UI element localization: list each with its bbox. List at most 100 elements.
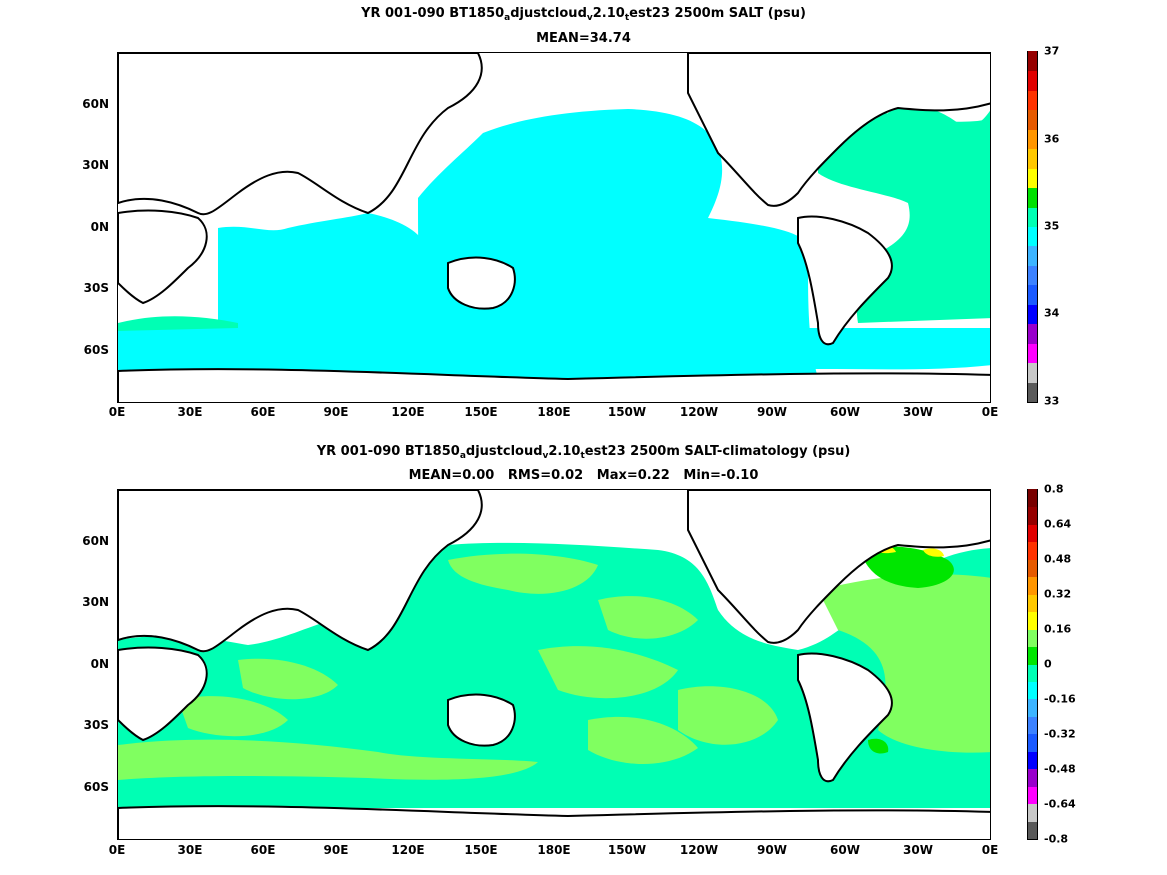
chart2-yellow-anomaly-2 (923, 548, 944, 557)
chart1-colorbar-tick: 37 (1044, 44, 1060, 58)
chart2-ytick: 30S (83, 718, 109, 732)
colorbar-segment (1028, 559, 1037, 578)
chart2-colorbar-tick: -0.8 (1044, 832, 1069, 846)
chart2-xtick: 90W (757, 843, 787, 857)
colorbar-segment (1028, 698, 1037, 717)
chart2-ytick: 60S (83, 780, 109, 794)
chart2-map (117, 489, 991, 840)
chart1-ytick: 30S (83, 281, 109, 295)
chart2-xtick: 180E (537, 843, 571, 857)
chart1-colorbar-tick: 33 (1044, 394, 1060, 408)
chart2-colorbar-tick: -0.16 (1044, 692, 1076, 706)
chart2-positive-patches (118, 553, 990, 780)
colorbar-segment (1028, 506, 1037, 525)
chart1-ytick: 30N (82, 158, 109, 172)
colorbar-segment (1028, 541, 1037, 560)
colorbar-segment (1028, 129, 1037, 150)
chart1-xtick: 150W (607, 405, 647, 419)
chart2-xtick: 90E (323, 843, 349, 857)
chart1-xtick: 120W (679, 405, 719, 419)
colorbar-segment (1028, 284, 1037, 305)
chart1-xtick: 90E (323, 405, 349, 419)
chart2-eurasia (118, 490, 483, 653)
chart1-colorbar-tick: 35 (1044, 219, 1060, 233)
chart2-antarctica (118, 805, 990, 839)
chart1-eurasia (118, 53, 483, 216)
chart1-atlantic-field (818, 110, 990, 323)
chart1-colorbar-tick: 36 (1044, 132, 1060, 146)
chart1-xtick: 60W (830, 405, 860, 419)
chart2-xtick: 150W (607, 843, 647, 857)
chart2-colorbar-tick: 0.48 (1044, 552, 1072, 566)
chart1-xtick: 180E (537, 405, 571, 419)
colorbar-segment (1028, 226, 1037, 247)
chart2-xtick: 0E (108, 843, 126, 857)
chart1-xtick: 0E (108, 405, 126, 419)
chart2-map-svg (118, 490, 990, 839)
colorbar-segment (1028, 820, 1037, 839)
colorbar-segment (1028, 90, 1037, 111)
chart2-north-atlantic-anomaly (860, 546, 954, 588)
chart2-xtick: 150E (464, 843, 498, 857)
chart2-title: YR 001-090 BT1850adjustcloudv2.10test23 … (316, 444, 851, 461)
chart2-colorbar (1027, 489, 1038, 840)
colorbar-segment (1028, 245, 1037, 266)
colorbar-segment (1028, 167, 1037, 189)
colorbar-segment (1028, 785, 1037, 805)
chart1-map-svg (118, 53, 990, 402)
chart1-xtick: 30E (177, 405, 203, 419)
colorbar-segment (1028, 663, 1037, 682)
chart2-colorbar-tick: 0.8 (1044, 482, 1064, 496)
chart1-north-atlantic-field (888, 105, 990, 153)
chart1-xtick: 30W (903, 405, 933, 419)
chart1-south-america (797, 215, 893, 346)
colorbar-segment (1028, 803, 1037, 822)
chart2-colorbar-tick: 0.32 (1044, 587, 1072, 601)
chart2-subtitle: MEAN=0.00 RMS=0.02 Max=0.22 Min=-0.10 (408, 468, 759, 483)
colorbar-segment (1028, 265, 1037, 286)
chart2-australia (447, 693, 516, 747)
colorbar-segment (1028, 524, 1037, 543)
chart1-southern-band (118, 328, 990, 370)
chart2-colorbar-tick: 0.64 (1044, 517, 1072, 531)
chart1-subtitle: MEAN=34.74 (536, 31, 631, 46)
chart1-australia (447, 256, 516, 310)
chart1-antarctica (118, 368, 990, 402)
chart2-xtick: 30W (903, 843, 933, 857)
chart1-north-america (687, 53, 990, 207)
colorbar-segment (1028, 109, 1037, 130)
chart1-pacific-field (418, 109, 818, 378)
chart1-xtick: 150E (464, 405, 498, 419)
chart2-ytick: 30N (82, 595, 109, 609)
chart1-xtick: 0E (981, 405, 999, 419)
colorbar-segment (1028, 206, 1037, 227)
colorbar-segment (1028, 733, 1037, 752)
chart2-north-america (687, 490, 990, 644)
chart1-map (117, 52, 991, 403)
chart2-colorbar-tick: 0 (1044, 657, 1052, 671)
colorbar-segment (1028, 716, 1037, 735)
chart2-south-atlantic-anomaly (868, 738, 889, 754)
colorbar-segment (1028, 576, 1037, 595)
colorbar-segment (1028, 681, 1037, 700)
colorbar-segment (1028, 187, 1037, 208)
chart2-ytick: 60N (82, 534, 109, 548)
chart2-ytick: 0N (90, 657, 109, 671)
chart2-xtick: 120E (391, 843, 425, 857)
chart2-xtick: 120W (679, 843, 719, 857)
chart2-africa (118, 646, 208, 742)
colorbar-segment (1028, 611, 1037, 630)
chart1-ytick: 60S (83, 343, 109, 357)
colorbar-segment (1028, 489, 1037, 508)
chart2-land (118, 490, 990, 839)
colorbar-segment (1028, 70, 1037, 91)
chart1-colorbar-tick: 34 (1044, 306, 1060, 320)
colorbar-segment (1028, 751, 1037, 770)
colorbar-segment (1028, 594, 1037, 613)
colorbar-segment (1028, 646, 1037, 665)
chart1-xtick: 90W (757, 405, 787, 419)
chart1-colorbar (1027, 51, 1038, 403)
chart2-xtick: 0E (981, 843, 999, 857)
chart2-colorbar-tick: 0.16 (1044, 622, 1072, 636)
chart2-colorbar-tick: -0.48 (1044, 762, 1076, 776)
